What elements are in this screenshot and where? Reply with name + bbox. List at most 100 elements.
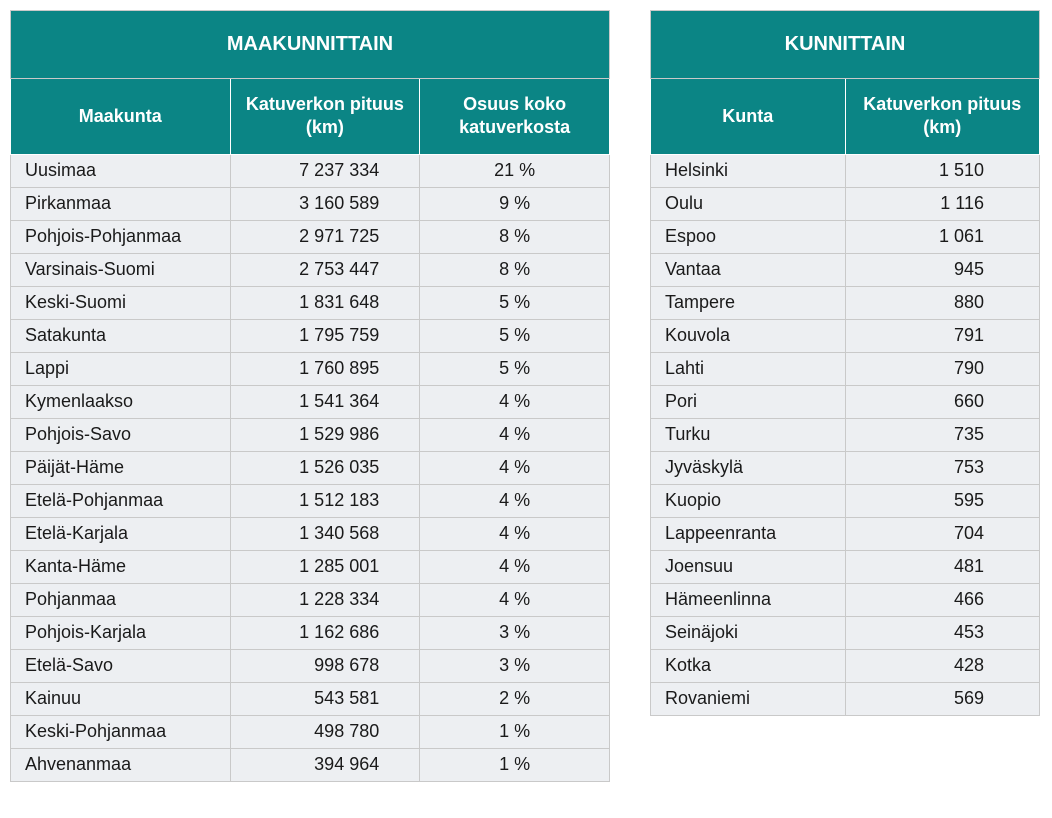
municipality-length: 753 (845, 451, 1039, 484)
table-row: Turku735 (651, 418, 1040, 451)
region-length: 1 795 759 (230, 319, 420, 352)
municipality-name: Kotka (651, 649, 846, 682)
table-row: Lahti790 (651, 352, 1040, 385)
tables-wrapper: MAAKUNNITTAIN Maakunta Katuverkon pituus… (10, 10, 1042, 782)
municipality-name: Jyväskylä (651, 451, 846, 484)
region-share: 4 % (420, 484, 610, 517)
region-share: 9 % (420, 187, 610, 220)
region-share: 1 % (420, 748, 610, 781)
region-share: 8 % (420, 220, 610, 253)
region-name: Etelä-Pohjanmaa (11, 484, 231, 517)
region-name: Pirkanmaa (11, 187, 231, 220)
table-row: Varsinais-Suomi2 753 4478 % (11, 253, 610, 286)
region-length: 394 964 (230, 748, 420, 781)
table-row: Helsinki1 510 (651, 154, 1040, 187)
municipality-name: Vantaa (651, 253, 846, 286)
municipality-col-name: Kunta (651, 79, 846, 155)
table-row: Kotka428 (651, 649, 1040, 682)
region-length: 2 971 725 (230, 220, 420, 253)
municipality-length: 1 116 (845, 187, 1039, 220)
region-share: 4 % (420, 451, 610, 484)
table-row: Keski-Pohjanmaa498 7801 % (11, 715, 610, 748)
region-name: Kanta-Häme (11, 550, 231, 583)
region-length: 3 160 589 (230, 187, 420, 220)
region-share: 4 % (420, 385, 610, 418)
table-row: Pirkanmaa3 160 5899 % (11, 187, 610, 220)
region-col-share: Osuus koko katuverkosta (420, 79, 610, 155)
region-name: Pohjois-Karjala (11, 616, 231, 649)
region-col-name: Maakunta (11, 79, 231, 155)
region-length: 1 162 686 (230, 616, 420, 649)
municipality-name: Seinäjoki (651, 616, 846, 649)
region-name: Etelä-Savo (11, 649, 231, 682)
table-row: Pohjanmaa1 228 3344 % (11, 583, 610, 616)
municipality-length: 880 (845, 286, 1039, 319)
region-name: Kainuu (11, 682, 231, 715)
region-share: 4 % (420, 550, 610, 583)
region-length: 2 753 447 (230, 253, 420, 286)
table-row: Etelä-Savo998 6783 % (11, 649, 610, 682)
municipality-length: 791 (845, 319, 1039, 352)
region-name: Ahvenanmaa (11, 748, 231, 781)
table-row: Kouvola791 (651, 319, 1040, 352)
municipality-length: 428 (845, 649, 1039, 682)
table-row: Pori660 (651, 385, 1040, 418)
region-length: 1 526 035 (230, 451, 420, 484)
region-col-length: Katuverkon pituus (km) (230, 79, 420, 155)
region-table-title: MAAKUNNITTAIN (11, 11, 610, 79)
municipality-length: 569 (845, 682, 1039, 715)
region-name: Pohjanmaa (11, 583, 231, 616)
region-table: MAAKUNNITTAIN Maakunta Katuverkon pituus… (10, 10, 610, 782)
table-row: Päijät-Häme1 526 0354 % (11, 451, 610, 484)
municipality-length: 660 (845, 385, 1039, 418)
region-length: 543 581 (230, 682, 420, 715)
municipality-name: Lahti (651, 352, 846, 385)
municipality-length: 466 (845, 583, 1039, 616)
table-row: Pohjois-Savo1 529 9864 % (11, 418, 610, 451)
region-length: 1 285 001 (230, 550, 420, 583)
region-share: 21 % (420, 154, 610, 187)
municipality-table: KUNNITTAIN Kunta Katuverkon pituus (km) … (650, 10, 1040, 716)
table-row: Keski-Suomi1 831 6485 % (11, 286, 610, 319)
region-share: 4 % (420, 583, 610, 616)
municipality-length: 453 (845, 616, 1039, 649)
region-length: 1 529 986 (230, 418, 420, 451)
table-row: Lappi1 760 8955 % (11, 352, 610, 385)
table-row: Seinäjoki453 (651, 616, 1040, 649)
region-length: 1 228 334 (230, 583, 420, 616)
region-length: 498 780 (230, 715, 420, 748)
municipality-name: Helsinki (651, 154, 846, 187)
table-row: Uusimaa7 237 33421 % (11, 154, 610, 187)
region-share: 4 % (420, 418, 610, 451)
table-row: Satakunta1 795 7595 % (11, 319, 610, 352)
region-name: Satakunta (11, 319, 231, 352)
municipality-name: Tampere (651, 286, 846, 319)
region-share: 3 % (420, 616, 610, 649)
municipality-length: 790 (845, 352, 1039, 385)
municipality-length: 735 (845, 418, 1039, 451)
table-row: Pohjois-Karjala1 162 6863 % (11, 616, 610, 649)
table-row: Etelä-Karjala1 340 5684 % (11, 517, 610, 550)
region-name: Etelä-Karjala (11, 517, 231, 550)
region-length: 1 831 648 (230, 286, 420, 319)
municipality-length: 1 510 (845, 154, 1039, 187)
region-length: 998 678 (230, 649, 420, 682)
table-row: Kuopio595 (651, 484, 1040, 517)
municipality-name: Hämeenlinna (651, 583, 846, 616)
table-row: Kainuu543 5812 % (11, 682, 610, 715)
region-name: Kymenlaakso (11, 385, 231, 418)
region-length: 1 340 568 (230, 517, 420, 550)
region-name: Pohjois-Pohjanmaa (11, 220, 231, 253)
table-row: Espoo1 061 (651, 220, 1040, 253)
region-length: 1 541 364 (230, 385, 420, 418)
region-share: 3 % (420, 649, 610, 682)
region-name: Keski-Suomi (11, 286, 231, 319)
municipality-col-length: Katuverkon pituus (km) (845, 79, 1039, 155)
region-share: 8 % (420, 253, 610, 286)
region-name: Päijät-Häme (11, 451, 231, 484)
municipality-name: Pori (651, 385, 846, 418)
region-share: 5 % (420, 319, 610, 352)
region-name: Keski-Pohjanmaa (11, 715, 231, 748)
region-length: 1 512 183 (230, 484, 420, 517)
table-row: Rovaniemi569 (651, 682, 1040, 715)
